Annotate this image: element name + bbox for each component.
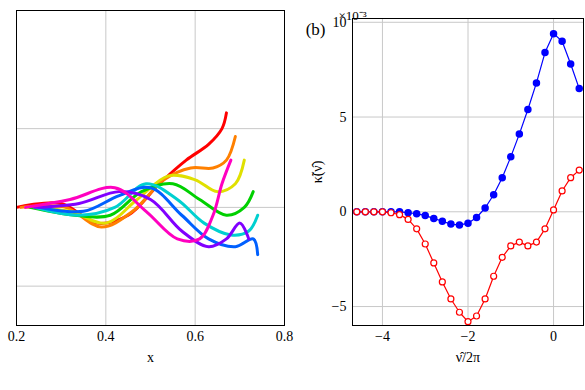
svg-text:×10⁻³: ×10⁻³ [339, 8, 367, 23]
svg-text:κ̃(ν̂): κ̃(ν̂) [310, 160, 326, 183]
svg-text:−2: −2 [461, 329, 476, 344]
svg-text:0: 0 [340, 204, 347, 219]
svg-text:0.8: 0.8 [276, 329, 294, 344]
svg-text:0.4: 0.4 [97, 329, 115, 344]
svg-text:−4: −4 [375, 329, 390, 344]
svg-text:(b): (b) [306, 20, 326, 39]
svg-text:0: 0 [550, 329, 557, 344]
svg-text:0.6: 0.6 [186, 329, 204, 344]
svg-text:0.2: 0.2 [8, 329, 26, 344]
svg-text:x: x [147, 350, 154, 365]
svg-text:ν̂/2π: ν̂/2π [456, 350, 480, 365]
svg-text:5: 5 [340, 110, 347, 125]
svg-text:−5: −5 [332, 299, 347, 314]
